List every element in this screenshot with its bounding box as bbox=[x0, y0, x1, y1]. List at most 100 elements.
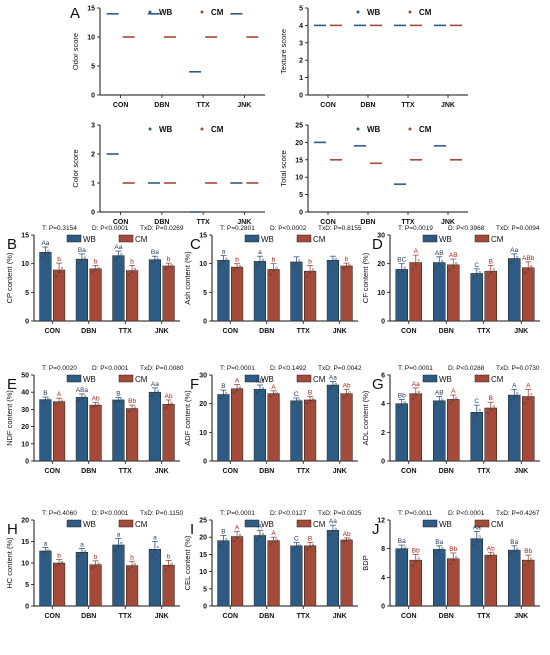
x-tick-label: CON bbox=[44, 328, 60, 335]
sample-point bbox=[516, 547, 519, 550]
sample-point bbox=[235, 536, 239, 540]
legend-marker bbox=[200, 10, 204, 14]
sample-point bbox=[400, 270, 403, 273]
panel-E: 0 10 20 30 40 50 CON DBN TTX JNK NDF content (%)E T… bbox=[5, 365, 184, 475]
bar-wb bbox=[253, 389, 267, 462]
x-tick-label: DBN bbox=[259, 613, 274, 620]
sample-point bbox=[331, 530, 335, 533]
y-tick-label: 4 bbox=[299, 23, 303, 30]
sample-point bbox=[472, 276, 475, 279]
sample-point bbox=[478, 270, 481, 274]
stat-d: D: P<0.0002 bbox=[270, 225, 307, 232]
bar-cm bbox=[484, 554, 497, 607]
sample-point bbox=[441, 398, 444, 401]
significance-letter: C bbox=[474, 398, 479, 405]
sample-point bbox=[334, 257, 337, 261]
sample-point bbox=[235, 388, 239, 392]
sample-point bbox=[513, 395, 516, 398]
legend-swatch bbox=[244, 374, 260, 383]
significance-letter: Bb bbox=[128, 398, 136, 405]
significance-letter: ABa bbox=[76, 387, 89, 394]
sample-point bbox=[83, 395, 86, 398]
sample-point bbox=[342, 540, 345, 543]
stat-t: T: P=0.0019 bbox=[398, 225, 433, 232]
sample-point bbox=[328, 533, 332, 537]
sample-point bbox=[292, 547, 295, 550]
x-tick-label: CON bbox=[401, 613, 417, 620]
bar-cm bbox=[162, 265, 175, 322]
x-tick-label: JNK bbox=[441, 102, 455, 109]
y-tick-label: 10 bbox=[199, 569, 207, 576]
sample-point bbox=[311, 397, 315, 401]
sample-point bbox=[298, 259, 301, 262]
x-tick-label: DBN bbox=[154, 219, 169, 226]
bar-wb bbox=[39, 399, 52, 462]
sample-point bbox=[308, 399, 312, 403]
legend-swatch bbox=[66, 234, 82, 243]
sample-point bbox=[527, 397, 530, 400]
sample-point bbox=[114, 401, 117, 404]
y-tick-label: 10 bbox=[377, 290, 385, 297]
legend-label: WB bbox=[367, 125, 381, 134]
sample-point bbox=[452, 399, 455, 402]
sample-point bbox=[167, 565, 170, 568]
y-tick-label: 5 bbox=[25, 582, 29, 589]
sample-point bbox=[489, 271, 492, 274]
bar-cm bbox=[522, 267, 535, 322]
panel-F: 0 10 20 30 CON DBN TTX JNK ADF content (%)F T: P=… bbox=[183, 365, 362, 475]
sample-point bbox=[258, 389, 262, 392]
x-tick-label: DBN bbox=[81, 328, 96, 335]
stat-d: D: P<0.0001 bbox=[92, 510, 129, 517]
legend-label: CM bbox=[313, 375, 326, 384]
bar-cm bbox=[231, 536, 244, 607]
sample-point bbox=[438, 263, 441, 266]
sample-point bbox=[449, 268, 452, 272]
legend-label: WB bbox=[261, 520, 274, 529]
panel-A4: 0 5 10 15 20 25 CON DBN TTX JNK Total score WB CM bbox=[279, 123, 468, 226]
sample-point bbox=[133, 406, 137, 409]
sample-point bbox=[489, 554, 492, 558]
significance-letter: Bb bbox=[398, 392, 406, 399]
sample-point bbox=[295, 262, 298, 265]
bar-wb bbox=[290, 545, 303, 607]
significance-letter: A bbox=[271, 530, 276, 537]
bar-cm bbox=[447, 399, 460, 462]
bar-wb bbox=[290, 261, 303, 322]
sample-point bbox=[403, 401, 406, 404]
legend-marker bbox=[356, 127, 360, 131]
y-tick-label: 3 bbox=[91, 123, 95, 130]
panel-label: G bbox=[372, 376, 384, 393]
sample-point bbox=[261, 258, 264, 261]
sample-point bbox=[55, 275, 58, 278]
y-axis-label: Texture score bbox=[279, 29, 288, 74]
sample-point bbox=[258, 535, 262, 539]
y-tick-label: 20 bbox=[199, 535, 207, 542]
stat-txd: TxD: P=0.0042 bbox=[318, 365, 362, 372]
x-tick-label: CON bbox=[320, 219, 336, 226]
bar-cm bbox=[409, 559, 422, 607]
legend-swatch bbox=[66, 374, 82, 383]
y-tick-label: 0 bbox=[381, 604, 385, 611]
sample-point bbox=[475, 273, 478, 276]
sample-point bbox=[311, 268, 315, 271]
bar-wb bbox=[148, 391, 162, 462]
bar-wb bbox=[148, 259, 162, 322]
significance-letter: B bbox=[308, 535, 312, 542]
y-tick-label: 5 bbox=[203, 586, 207, 593]
sample-point bbox=[80, 259, 84, 262]
bar-cm bbox=[304, 270, 317, 322]
significance-letter: Ab bbox=[487, 545, 495, 552]
sample-point bbox=[400, 548, 403, 551]
significance-letter: B bbox=[308, 390, 312, 397]
x-tick-label: DBN bbox=[439, 468, 454, 475]
panel-label: C bbox=[190, 236, 201, 253]
legend-label: CM bbox=[419, 8, 432, 17]
sample-point bbox=[94, 268, 97, 271]
y-tick-label: 2 bbox=[299, 58, 303, 65]
y-tick-label: 15 bbox=[87, 6, 95, 13]
bar-wb bbox=[75, 552, 88, 607]
bar-wb bbox=[290, 400, 303, 462]
y-tick-label: 0 bbox=[381, 319, 385, 326]
sample-point bbox=[170, 401, 173, 405]
significance-letter: Bb bbox=[449, 546, 457, 553]
